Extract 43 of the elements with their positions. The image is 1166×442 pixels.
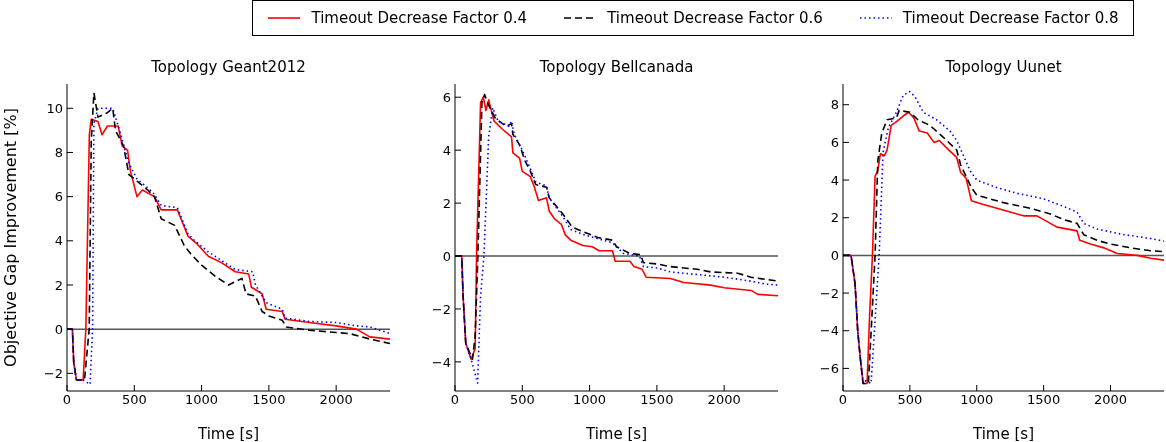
y-tick-label: 4 bbox=[54, 233, 63, 249]
x-tick-label: 1000 bbox=[960, 392, 994, 408]
x-tick-label: 1500 bbox=[252, 392, 286, 408]
y-tick-label: 10 bbox=[46, 100, 63, 116]
x-tick-label: 1000 bbox=[573, 392, 607, 408]
y-tick-label: 2 bbox=[442, 195, 451, 211]
y-tick-label: 8 bbox=[830, 97, 839, 113]
x-tick-label: 2000 bbox=[1093, 392, 1128, 408]
x-tick-label: 1000 bbox=[185, 392, 219, 408]
y-tick-label: −6 bbox=[819, 361, 839, 377]
y-tick-label: −2 bbox=[43, 365, 63, 381]
y-axis-title: Objective Gap Improvement [%] bbox=[0, 108, 20, 367]
y-tick-label: 6 bbox=[830, 135, 839, 150]
chart-title: Topology Bellcanada bbox=[538, 58, 695, 76]
y-tick-label: 0 bbox=[54, 321, 63, 337]
legend-label: Timeout Decrease Factor 0.8 bbox=[902, 9, 1119, 27]
y-tick-label: 4 bbox=[830, 172, 839, 188]
x-tick-label: 500 bbox=[509, 392, 535, 408]
x-axis-title: Time [s] bbox=[197, 425, 259, 442]
y-tick-label: −2 bbox=[819, 285, 839, 301]
y-tick-label: 6 bbox=[54, 189, 63, 205]
chart-title: Topology Uunet bbox=[944, 58, 1063, 76]
y-tick-label: 2 bbox=[54, 277, 63, 293]
y-tick-label: 0 bbox=[830, 248, 839, 264]
legend-label: Timeout Decrease Factor 0.6 bbox=[607, 9, 823, 27]
x-tick-label: 2000 bbox=[707, 392, 741, 408]
x-tick-label: 500 bbox=[897, 392, 923, 408]
chart-title: Topology Geant2012 bbox=[150, 58, 307, 76]
y-tick-label: −4 bbox=[431, 354, 451, 370]
y-tick-label: 2 bbox=[830, 210, 839, 226]
y-tick-label: 8 bbox=[54, 145, 63, 161]
x-tick-label: 500 bbox=[121, 392, 147, 408]
x-tick-label: 1500 bbox=[1027, 392, 1061, 408]
y-tick-label: 6 bbox=[442, 89, 451, 105]
x-tick-label: 1500 bbox=[640, 392, 674, 408]
y-tick-label: 0 bbox=[442, 248, 451, 264]
y-tick-label: 4 bbox=[442, 142, 451, 158]
legend-label: Timeout Decrease Factor 0.4 bbox=[311, 9, 528, 27]
x-axis-title: Time [s] bbox=[585, 425, 647, 442]
x-tick-label: 2000 bbox=[319, 392, 353, 408]
y-tick-label: −2 bbox=[431, 301, 451, 317]
y-tick-label: −4 bbox=[819, 323, 839, 339]
x-axis-title: Time [s] bbox=[972, 425, 1034, 442]
